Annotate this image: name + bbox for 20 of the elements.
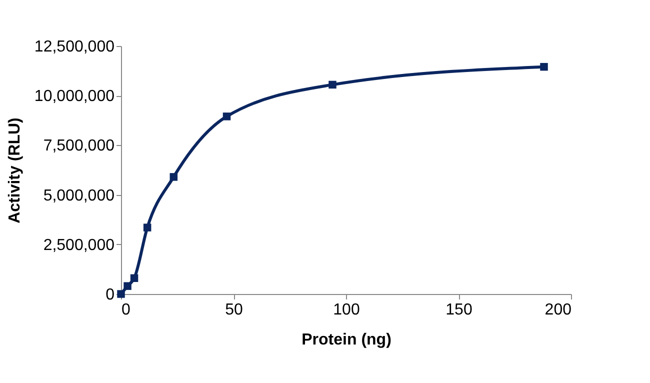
point (222, 112, 231, 120)
point (540, 62, 548, 71)
x-tick-label: 50 (225, 302, 243, 318)
y-axis-title: Activity (RLU) (6, 118, 24, 224)
y-tick-label: 0 (106, 286, 115, 304)
point (130, 274, 138, 282)
y-tick-label: 7,500,000 (43, 138, 115, 155)
point (143, 224, 152, 232)
y-tick-label: 10,000,000 (34, 88, 115, 106)
x-tick-label: 200 (544, 302, 572, 318)
point (124, 282, 132, 290)
point (170, 173, 178, 181)
point (328, 80, 336, 89)
x-tick-label: 100 (333, 302, 360, 318)
x-tick-label: 150 (446, 302, 472, 318)
y-tick-label: 5,000,000 (43, 187, 115, 204)
y-tick-label: 12,500,000 (34, 38, 115, 56)
x-tick-label: 0 (122, 302, 130, 318)
x-axis-title: Protein (ng) (302, 332, 392, 348)
y-tick-label: 2,500,000 (43, 236, 115, 254)
